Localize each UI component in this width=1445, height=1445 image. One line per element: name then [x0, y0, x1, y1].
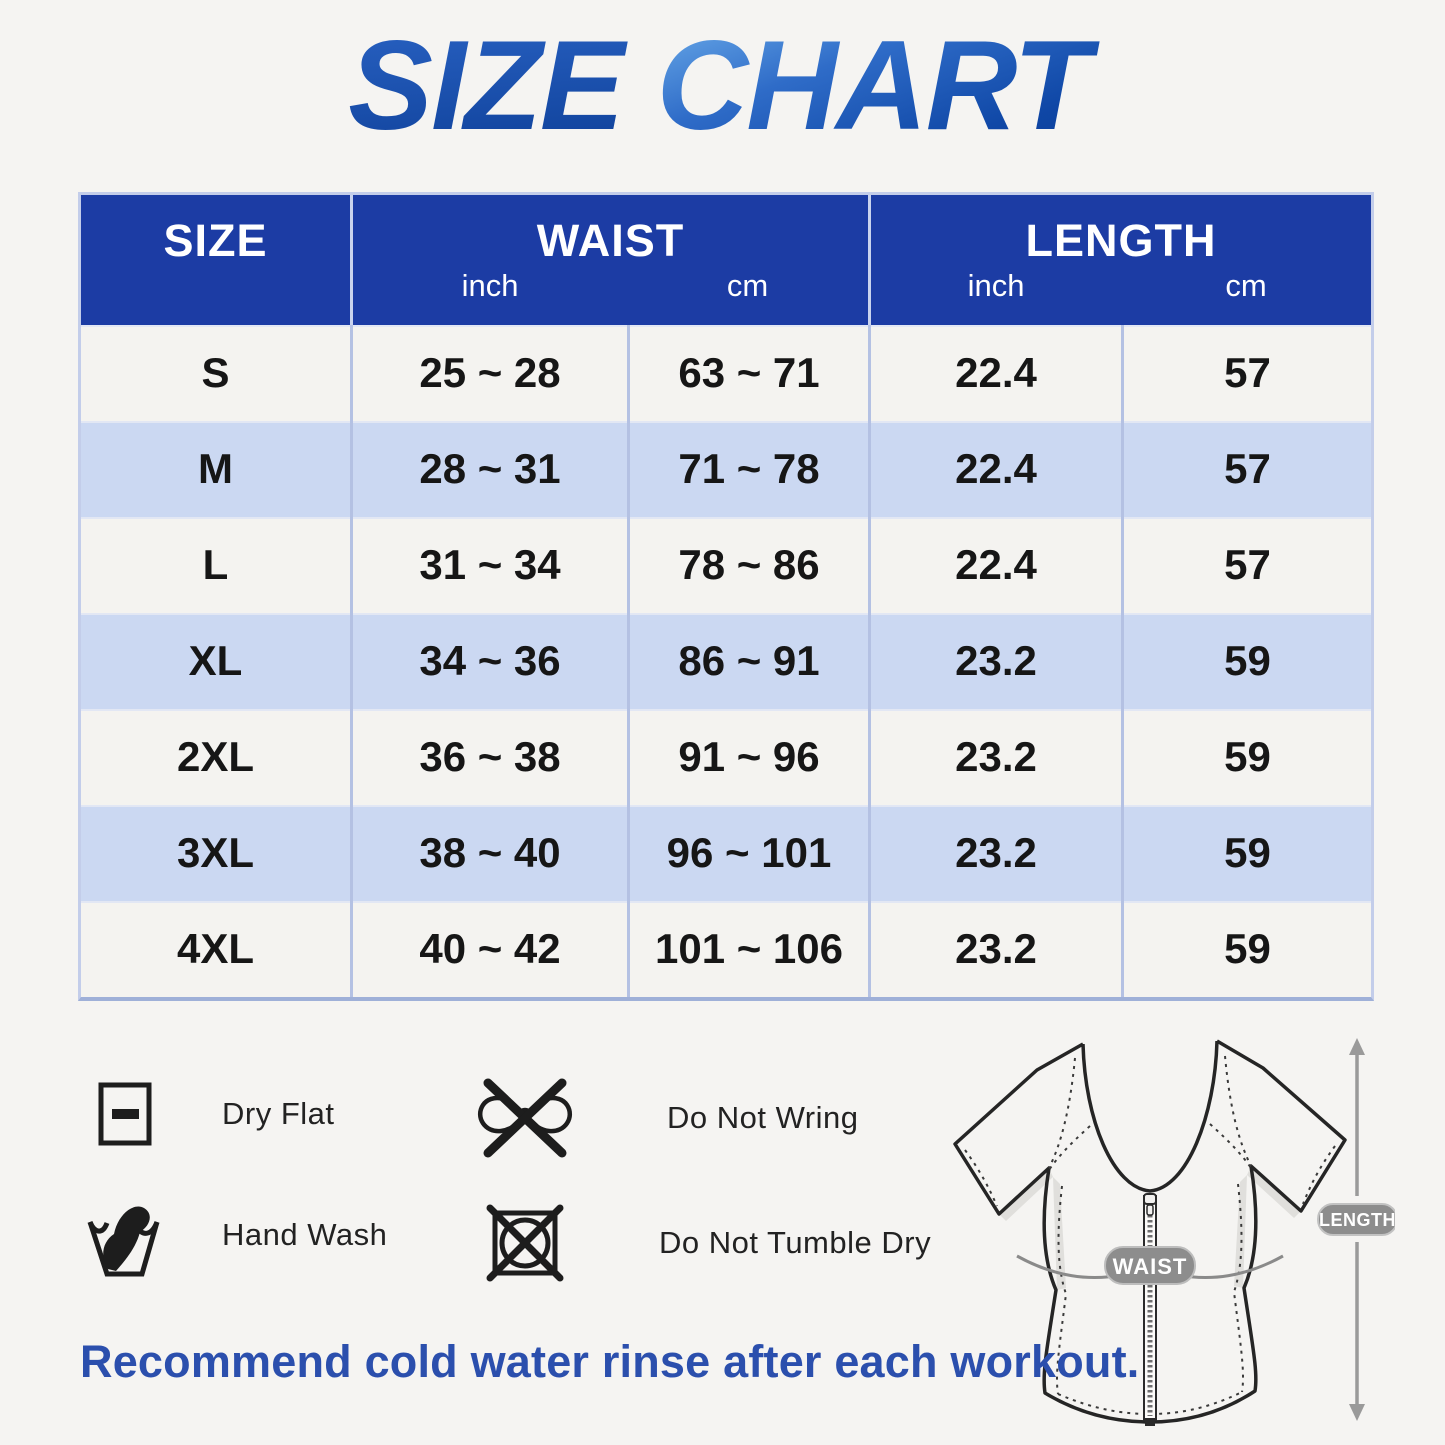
waist-badge: WAIST — [1104, 1246, 1196, 1285]
table-row-3xl: 3XL 38 ~ 40 96 ~ 101 23.2 59 — [81, 805, 1371, 901]
length-inch-cell: 23.2 — [868, 805, 1121, 901]
header-length-units: inch cm — [871, 269, 1371, 303]
waist-cm-cell: 86 ~ 91 — [627, 613, 868, 709]
size-table: SIZE WAIST inch cm LENGTH inch cm S 25 ~… — [78, 192, 1374, 1001]
table-row-l: L 31 ~ 34 78 ~ 86 22.4 57 — [81, 517, 1371, 613]
length-inch-cell: 22.4 — [868, 517, 1121, 613]
waist-cm-cell: 71 ~ 78 — [627, 421, 868, 517]
table-row-2xl: 2XL 36 ~ 38 91 ~ 96 23.2 59 — [81, 709, 1371, 805]
care-label: Dry Flat — [222, 1096, 335, 1131]
care-label: Do Not Wring — [667, 1100, 859, 1135]
length-arrowhead-down — [1349, 1404, 1365, 1421]
table-row-4xl: 4XL 40 ~ 42 101 ~ 106 23.2 59 — [81, 901, 1371, 997]
title-word-chart: CHART — [651, 14, 1103, 156]
length-inch-cell: 22.4 — [868, 421, 1121, 517]
table-row-xl: XL 34 ~ 36 86 ~ 91 23.2 59 — [81, 613, 1371, 709]
size-cell: 2XL — [176, 733, 255, 780]
length-cm-cell: 59 — [1121, 805, 1371, 901]
length-badge: LENGTH — [1317, 1203, 1395, 1236]
waist-inch-cell: 28 ~ 31 — [350, 421, 627, 517]
header-waist-group: WAIST inch cm — [350, 195, 868, 325]
table-row-m: M 28 ~ 31 71 ~ 78 22.4 57 — [81, 421, 1371, 517]
waist-inch-cell: 40 ~ 42 — [350, 901, 627, 997]
waist-cm-cell: 96 ~ 101 — [627, 805, 868, 901]
length-cm-cell: 59 — [1121, 901, 1371, 997]
length-inch-unit: inch — [967, 268, 1025, 303]
waist-cm-cell: 78 ~ 86 — [627, 517, 868, 613]
size-cell: L — [202, 541, 229, 588]
care-label: Do Not Tumble Dry — [659, 1225, 932, 1260]
waist-inch-cell: 31 ~ 34 — [350, 517, 627, 613]
header-size: SIZE — [163, 215, 268, 266]
table-header-row: SIZE WAIST inch cm LENGTH inch cm — [81, 195, 1371, 325]
waist-inch-cell: 25 ~ 28 — [350, 325, 627, 421]
size-cell: M — [198, 445, 233, 492]
zipper — [1143, 1193, 1157, 1426]
waist-inch-cell: 36 ~ 38 — [350, 709, 627, 805]
size-cell: S — [201, 349, 230, 396]
length-cm-cell: 57 — [1121, 421, 1371, 517]
waist-cm-unit: cm — [726, 268, 769, 303]
length-inch-cell: 23.2 — [868, 901, 1121, 997]
care-item-dry-flat: Dry Flat — [97, 1082, 335, 1146]
care-label: Hand Wash — [222, 1217, 388, 1252]
header-length-group: LENGTH inch cm — [868, 195, 1371, 325]
page-title: SIZE CHART — [0, 14, 1445, 156]
length-cm-unit: cm — [1225, 268, 1267, 303]
care-item-hand-wash: Hand Wash — [86, 1192, 387, 1278]
garment-diagram: WAIST LENGTH — [953, 1038, 1395, 1426]
header-waist-units: inch cm — [353, 269, 868, 303]
table-body: S 25 ~ 28 63 ~ 71 22.4 57 M 28 ~ 31 71 ~… — [81, 325, 1371, 997]
waist-cm-cell: 91 ~ 96 — [627, 709, 868, 805]
seam-dotted-lines — [964, 1055, 1336, 1416]
do-not-wring-icon — [477, 1078, 573, 1158]
waist-cm-cell: 101 ~ 106 — [627, 901, 868, 997]
care-item-do-not-tumble-dry: Do Not Tumble Dry — [486, 1202, 931, 1284]
size-cell: 4XL — [176, 925, 255, 972]
header-waist: WAIST — [536, 215, 685, 266]
waist-inch-cell: 38 ~ 40 — [350, 805, 627, 901]
size-cell: 3XL — [176, 829, 255, 876]
footer-note: Recommend cold water rinse after each wo… — [80, 1336, 1140, 1387]
length-arrowhead-up — [1349, 1038, 1365, 1055]
hand-wash-icon — [87, 1206, 160, 1277]
length-inch-cell: 22.4 — [868, 325, 1121, 421]
title-word-size: SIZE — [342, 14, 628, 156]
length-cm-cell: 57 — [1121, 517, 1371, 613]
length-cm-cell: 59 — [1121, 709, 1371, 805]
length-inch-cell: 23.2 — [868, 709, 1121, 805]
dry-flat-icon — [98, 1082, 152, 1146]
waist-inch-unit: inch — [461, 268, 519, 303]
header-length: LENGTH — [1025, 215, 1217, 266]
waist-cm-cell: 63 ~ 71 — [627, 325, 868, 421]
svg-text:WAIST: WAIST — [1113, 1254, 1188, 1279]
waist-inch-cell: 34 ~ 36 — [350, 613, 627, 709]
length-cm-cell: 59 — [1121, 613, 1371, 709]
seam-shading — [999, 1166, 1301, 1290]
table-row-s: S 25 ~ 28 63 ~ 71 22.4 57 — [81, 325, 1371, 421]
care-item-do-not-wring: Do Not Wring — [472, 1074, 859, 1162]
do-not-tumble-dry-icon — [486, 1204, 564, 1282]
length-inch-cell: 23.2 — [868, 613, 1121, 709]
length-cm-cell: 57 — [1121, 325, 1371, 421]
size-cell: XL — [188, 637, 243, 684]
svg-text:LENGTH: LENGTH — [1319, 1210, 1395, 1230]
